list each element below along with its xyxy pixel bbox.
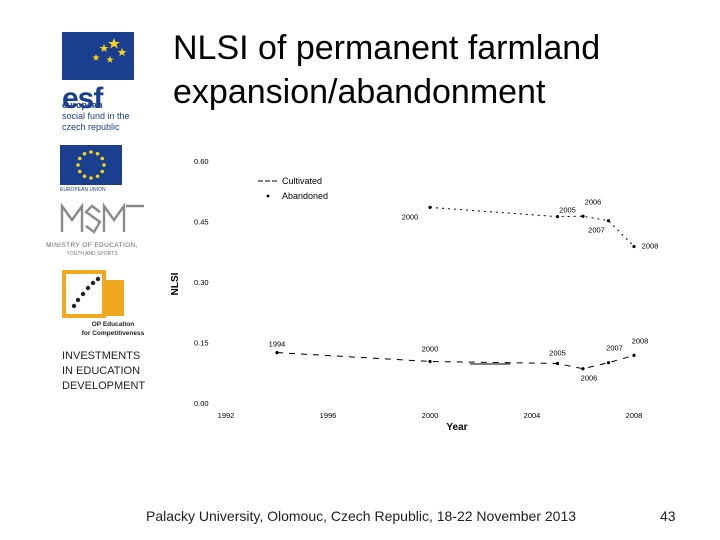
eu-flag-icon	[60, 145, 122, 185]
y-tick-label: 0.30	[194, 278, 209, 287]
series-line-abandoned	[429, 206, 635, 247]
data-label: 2005	[549, 348, 566, 357]
esf-subtitle: european social fund in the czech republ…	[62, 98, 162, 133]
y-tick-label: 0.00	[194, 399, 209, 408]
eu-label: EUROPEAN UNION	[60, 187, 106, 193]
data-label: 2005	[559, 206, 576, 215]
esf-flag-icon	[62, 32, 134, 80]
op-label-2: for Competitiveness	[81, 330, 145, 337]
data-point	[606, 361, 611, 365]
x-tick-label: 1996	[320, 411, 337, 420]
op-label-1: OP Education	[91, 321, 135, 328]
title-line-2: expansion/abandonment	[173, 73, 546, 111]
op-logo: OP Education for Competitiveness	[60, 270, 160, 350]
data-point	[275, 350, 279, 355]
sidebar-logos: esf european social fund in the czech re…	[46, 28, 156, 398]
msmt-label-2: YOUTH AND SPORTS	[66, 251, 118, 257]
y-tick-label: 0.15	[194, 339, 209, 348]
data-point	[632, 353, 636, 358]
data-label: 1994	[269, 340, 286, 349]
data-label: 2007	[606, 344, 623, 353]
data-point	[428, 205, 432, 209]
msmt-mark-icon	[60, 202, 144, 234]
slide-title: NLSI of permanent farmland expansion/aba…	[173, 26, 693, 114]
data-label: 2006	[581, 374, 598, 383]
esf-sub-1: european	[62, 100, 103, 110]
invest-line-3: DEVELOPMENT	[62, 380, 146, 392]
x-tick-label: 2008	[626, 411, 643, 420]
op-mark-icon	[62, 270, 124, 318]
eu-logo: EUROPEAN UNION	[60, 145, 122, 197]
slide-footer: Palacky University, Olomouc, Czech Repub…	[0, 508, 720, 524]
msmt-logo: MINISTRY OF EDUCATION, YOUTH AND SPORTS	[46, 200, 156, 262]
esf-wordmark: esf	[62, 82, 103, 115]
invest-line-1: INVESTMENTS	[62, 350, 141, 362]
data-point	[555, 361, 560, 366]
y-axis-label: NLSI	[170, 272, 181, 295]
x-tick-label: 1992	[218, 411, 235, 420]
data-label: 2000	[422, 344, 439, 353]
data-label: 2008	[632, 336, 649, 345]
esf-logo: esf european social fund in the czech re…	[56, 28, 156, 140]
page-number: 43	[660, 508, 676, 524]
data-point	[428, 359, 432, 364]
y-tick-label: 0.60	[194, 157, 209, 166]
series-line-cultivated	[276, 352, 635, 370]
data-point	[632, 244, 636, 249]
data-label: 2007	[588, 226, 605, 235]
legend-label-cultivated: Cultivated	[282, 176, 322, 186]
legend-swatch-abandoned	[266, 194, 270, 198]
op-label: OP Education for Competitiveness	[58, 320, 168, 338]
data-point	[606, 219, 611, 223]
data-label: 2008	[642, 242, 659, 251]
data-point	[581, 214, 585, 218]
data-label: 2006	[585, 197, 602, 206]
title-line-1: NLSI of permanent farmland	[173, 29, 601, 67]
esf-sub-2: social fund in the	[62, 111, 130, 121]
data-point	[555, 215, 560, 219]
y-tick-label: 0.45	[194, 218, 209, 227]
x-tick-label: 2004	[524, 411, 541, 420]
esf-sub-3: czech republic	[62, 122, 120, 132]
x-tick-label: 2000	[422, 411, 439, 420]
footer-text: Palacky University, Olomouc, Czech Repub…	[146, 508, 577, 524]
x-axis-label: Year	[446, 422, 467, 433]
legend: Cultivated Abandoned	[258, 176, 328, 201]
invest-line-2: IN EDUCATION	[62, 365, 141, 377]
legend-label-abandoned: Abandoned	[282, 191, 328, 201]
msmt-label: MINISTRY OF EDUCATION,	[46, 242, 138, 249]
data-point	[581, 367, 585, 371]
investments-text: INVESTMENTS IN EDUCATION DEVELOPMENT	[62, 349, 182, 394]
data-label: 2000	[402, 212, 419, 221]
